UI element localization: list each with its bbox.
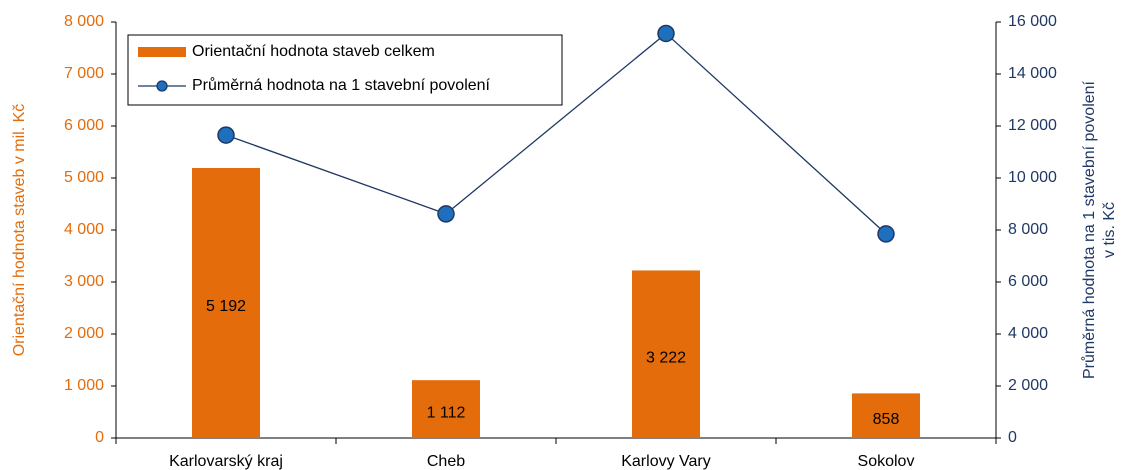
y2-tick-label: 8 000: [1008, 221, 1048, 238]
line: [225, 32, 887, 235]
marker: [437, 205, 455, 223]
y-tick-label: 2 000: [64, 325, 104, 342]
y-axis-title: Orientační hodnota staveb v mil. Kč: [11, 104, 28, 357]
y2-tick-label: 4 000: [1008, 325, 1048, 342]
y2-tick-label: 12 000: [1008, 117, 1057, 134]
x-tick-label: Sokolov: [858, 453, 915, 470]
y-tick-label: 6 000: [64, 117, 104, 134]
y-tick-label: 0: [95, 429, 104, 446]
data-label: 1 112: [427, 404, 466, 421]
y-tick-label: 1 000: [64, 377, 104, 394]
y2-axis-title: v tis. Kč: [1101, 202, 1118, 258]
data-label: 3 222: [646, 349, 686, 366]
y2-axis-title: Průměrná hodnota na 1 stavební povolení: [1080, 80, 1098, 379]
y2-tick-label: 6 000: [1008, 273, 1048, 290]
y-tick-label: 5 000: [64, 169, 104, 186]
y2-tick-label: 10 000: [1008, 169, 1057, 186]
legend-label: Orientační hodnota staveb celkem: [192, 43, 435, 60]
bar: [632, 270, 700, 438]
marker: [657, 24, 675, 43]
x-tick-label: Cheb: [427, 453, 465, 470]
y2-tick-label: 0: [1008, 429, 1017, 446]
legend-box: [127, 34, 563, 106]
marker: [877, 225, 895, 243]
legend-label: Průměrná hodnota na 1 stavební povolení: [192, 76, 491, 94]
bar: [192, 168, 260, 439]
y-tick-label: 8 000: [64, 13, 104, 30]
y-tick-label: 3 000: [64, 273, 104, 290]
y-tick-label: 4 000: [64, 221, 104, 238]
legend-swatch: [138, 47, 186, 57]
bar: [412, 380, 480, 438]
y2-tick-label: 14 000: [1008, 65, 1057, 82]
bar: [852, 393, 920, 438]
legend-marker: [156, 80, 168, 92]
data-label: 5 192: [206, 298, 246, 315]
marker: [217, 126, 235, 144]
x-tick-label: Karlovarský kraj: [169, 453, 283, 470]
x-tick-label: Karlovy Vary: [621, 453, 711, 470]
y2-tick-label: 2 000: [1008, 377, 1048, 394]
y2-tick-label: 16 000: [1008, 13, 1057, 30]
data-label: 858: [873, 411, 900, 428]
y-tick-label: 7 000: [64, 65, 104, 82]
